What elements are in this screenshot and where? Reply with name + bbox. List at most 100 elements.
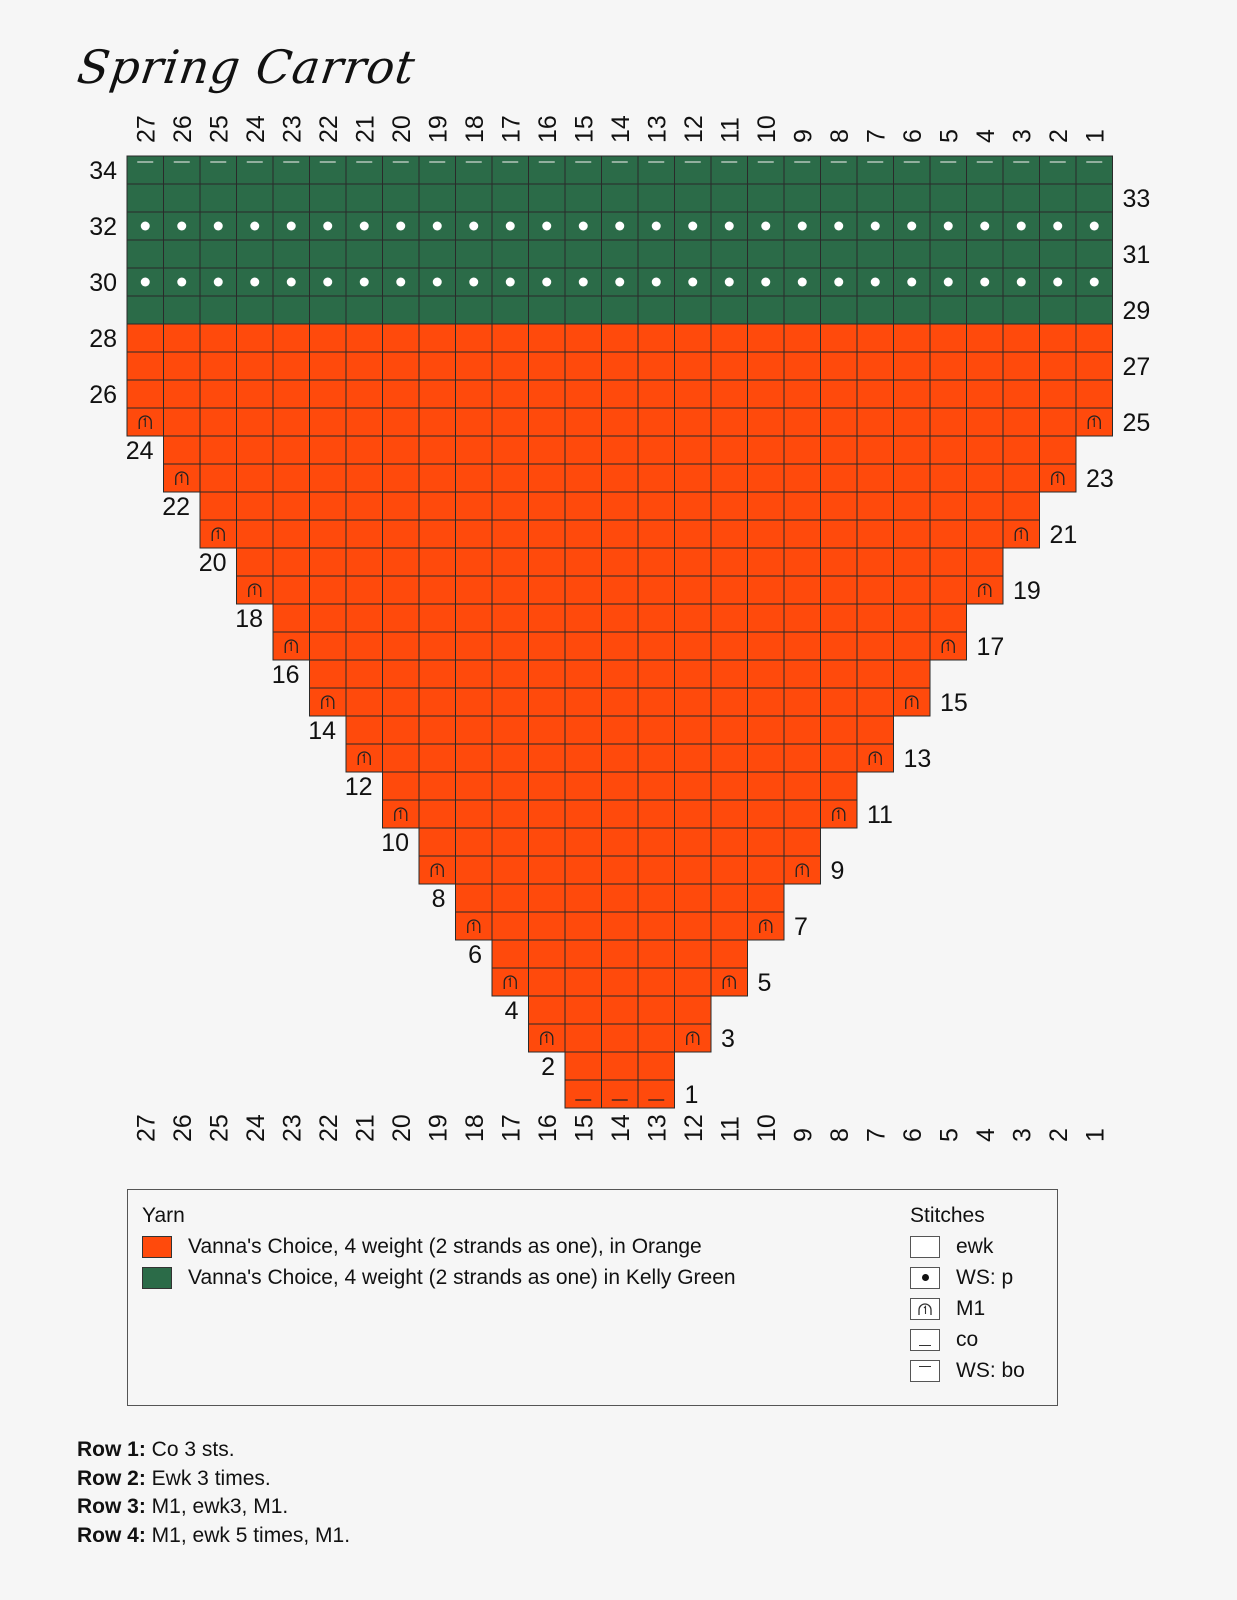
- chart-cell: [564, 911, 602, 941]
- column-number-bottom: 25: [205, 1114, 233, 1142]
- purl-dot-icon: [286, 277, 296, 287]
- chart-cell: [856, 715, 894, 745]
- chart-cell: [491, 295, 529, 325]
- stitch-item-bo: WS: bo: [910, 1359, 1025, 1383]
- row-number-label: 7: [794, 913, 808, 941]
- chart-cell: [564, 799, 602, 829]
- chart-cell: [820, 631, 858, 661]
- chart-cell: [637, 547, 675, 577]
- chart-cell: [564, 967, 602, 997]
- chart-cell: [126, 155, 164, 185]
- purl-dot-icon: [359, 277, 369, 287]
- chart-cell: [783, 743, 821, 773]
- chart-cell: [929, 491, 967, 521]
- chart-cell: [893, 155, 931, 185]
- chart-cell: [564, 435, 602, 465]
- chart-cell: [747, 407, 785, 437]
- chart-cell: [345, 239, 383, 269]
- chart-cell: [309, 575, 347, 605]
- chart-cell: [637, 799, 675, 829]
- column-number-top: 11: [716, 117, 744, 143]
- purl-dot-icon: [286, 221, 296, 231]
- chart-cell: [564, 351, 602, 381]
- chart-cell: [309, 323, 347, 353]
- purl-dot-icon: [910, 1267, 940, 1289]
- chart-cell: [710, 687, 748, 717]
- yarn-label: Vanna's Choice, 4 weight (2 strands as o…: [188, 1235, 702, 1258]
- chart-cell: [491, 547, 529, 577]
- chart-cell: [674, 911, 712, 941]
- chart-cell: [820, 491, 858, 521]
- column-number-bottom: 19: [424, 1114, 452, 1142]
- chart-cell: [1039, 463, 1077, 493]
- chart-cell: [345, 715, 383, 745]
- m1-arch-icon: [138, 415, 152, 429]
- chart-cell: [637, 295, 675, 325]
- chart-cell: [382, 323, 420, 353]
- chart-cell: [856, 295, 894, 325]
- chart-cell: [674, 547, 712, 577]
- chart-cell: [528, 799, 566, 829]
- knitting-chart: 1234567891011121314151617181920212223242…: [89, 115, 1150, 1142]
- chart-cell: [382, 659, 420, 689]
- chart-cell: [929, 323, 967, 353]
- chart-cell: [491, 743, 529, 773]
- chart-cell: [418, 323, 456, 353]
- chart-cell: [601, 183, 639, 213]
- chart-cell: [966, 519, 1004, 549]
- row-number-label: 21: [1050, 521, 1078, 549]
- chart-cell: [1002, 295, 1040, 325]
- chart-cell: [783, 799, 821, 829]
- chart-cell: [491, 911, 529, 941]
- chart-cell: [783, 687, 821, 717]
- chart-cell: [783, 323, 821, 353]
- chart-cell: [309, 491, 347, 521]
- chart-cell: [418, 211, 456, 241]
- chart-cell: [637, 1023, 675, 1053]
- chart-cell: [710, 155, 748, 185]
- chart-cell: [820, 295, 858, 325]
- chart-cell: [601, 435, 639, 465]
- chart-cell: [491, 883, 529, 913]
- m1-arch-icon: [467, 919, 481, 933]
- chart-cell: [601, 295, 639, 325]
- m1-arch-icon: [357, 751, 371, 765]
- chart-cell: [345, 603, 383, 633]
- chart-cell: [710, 239, 748, 269]
- chart-cell: [783, 659, 821, 689]
- chart-cell: [345, 407, 383, 437]
- column-number-bottom: 21: [351, 1114, 379, 1142]
- chart-cell: [163, 183, 201, 213]
- chart-cell: [491, 239, 529, 269]
- chart-cell: [747, 239, 785, 269]
- row-number-label: 9: [831, 857, 845, 885]
- m1-arch-icon: [873, 753, 876, 763]
- m1-arch-icon: [289, 641, 292, 651]
- chart-cell: [820, 519, 858, 549]
- chart-cell: [564, 659, 602, 689]
- chart-cell: [637, 995, 675, 1025]
- chart-cell: [710, 547, 748, 577]
- chart-cell: [601, 407, 639, 437]
- chart-cell: [710, 799, 748, 829]
- chart-cell: [893, 379, 931, 409]
- chart-cell: [637, 155, 675, 185]
- m1-arch-icon: [471, 921, 475, 931]
- row-number-label: 22: [162, 493, 190, 521]
- chart-cell: [491, 687, 529, 717]
- purl-dot-icon: [1053, 221, 1063, 231]
- chart-cell: [382, 631, 420, 661]
- chart-cell: [382, 771, 420, 801]
- chart-cell: [236, 323, 274, 353]
- chart-cell: [199, 379, 237, 409]
- chart-cell: [601, 1051, 639, 1081]
- chart-cell: [272, 295, 310, 325]
- row-number-label: 20: [199, 549, 227, 577]
- m1-arch-icon: [325, 697, 329, 707]
- chart-cell: [564, 491, 602, 521]
- chart-cell: [564, 1051, 602, 1081]
- chart-cell: [236, 435, 274, 465]
- column-number-top: 13: [643, 115, 671, 143]
- chart-cell: [929, 463, 967, 493]
- chart-cell: [564, 1023, 602, 1053]
